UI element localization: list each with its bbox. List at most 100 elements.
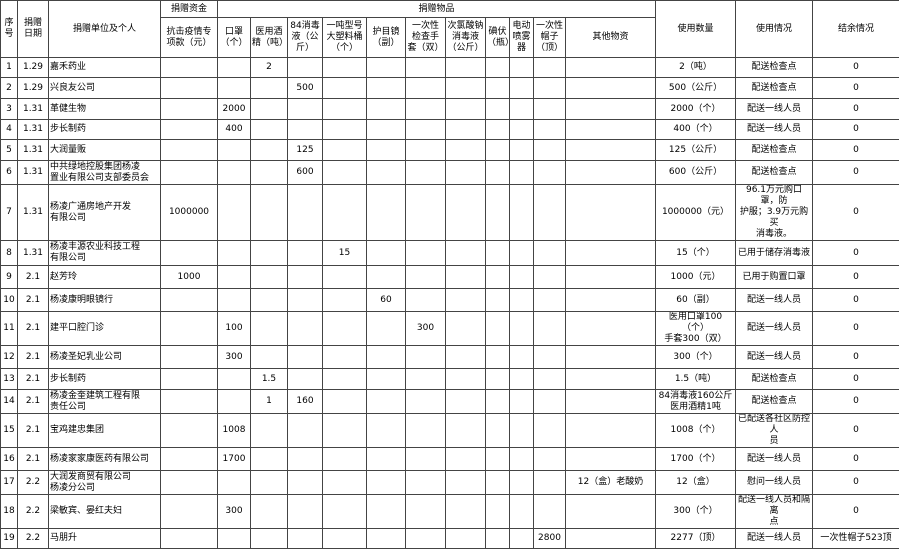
header-row-1: 序 号 捐赠 日期 捐赠单位及个人 捐赠资金 捐赠物品 使用数量 使用情况 结余… <box>1 1 899 18</box>
cell-iodine <box>486 99 510 120</box>
cell-other <box>566 495 656 529</box>
cell-date: 2.1 <box>18 390 49 414</box>
cell-sprayer <box>510 78 534 99</box>
cell-bucket <box>323 529 367 549</box>
cell-balance: 0 <box>813 78 899 99</box>
cell-mask <box>218 390 251 414</box>
cell-bucket <box>323 266 367 289</box>
cell-bucket <box>323 120 367 140</box>
cell-mask <box>218 161 251 185</box>
cell-other <box>566 390 656 414</box>
cell-fund <box>161 414 218 448</box>
cell-goggles <box>367 266 406 289</box>
cell-fund <box>161 58 218 78</box>
cell-usage-status: 配送一线人员 <box>736 346 813 369</box>
cell-cap <box>534 185 566 241</box>
cell-bucket <box>323 185 367 241</box>
cell-date: 2.1 <box>18 369 49 390</box>
cell-usage-qty: 400（个） <box>656 120 736 140</box>
cell-alcohol <box>251 266 288 289</box>
cell-usage-status: 配送一线人员 <box>736 289 813 312</box>
cell-cap <box>534 346 566 369</box>
cell-balance: 一次性帽子523顶 <box>813 529 899 549</box>
header-mask: 口罩 （个） <box>218 18 251 58</box>
cell-donor: 革健生物 <box>49 99 161 120</box>
cell-mask: 100 <box>218 312 251 346</box>
cell-goggles <box>367 448 406 471</box>
cell-mask: 300 <box>218 495 251 529</box>
cell-balance: 0 <box>813 448 899 471</box>
cell-alcohol <box>251 99 288 120</box>
cell-bucket <box>323 414 367 448</box>
cell-bucket <box>323 495 367 529</box>
cell-usage-qty: 125（公斤） <box>656 140 736 161</box>
cell-donor: 杨凌丰源农业科技工程 有限公司 <box>49 241 161 266</box>
cell-balance: 0 <box>813 495 899 529</box>
cell-sprayer <box>510 185 534 241</box>
cell-84 <box>288 471 323 495</box>
cell-fund <box>161 346 218 369</box>
cell-no: 12 <box>1 346 18 369</box>
cell-date: 1.31 <box>18 140 49 161</box>
cell-cap <box>534 289 566 312</box>
cell-balance: 0 <box>813 58 899 78</box>
cell-usage-qty: 1000（元） <box>656 266 736 289</box>
cell-iodine <box>486 369 510 390</box>
cell-sprayer <box>510 99 534 120</box>
cell-balance: 0 <box>813 312 899 346</box>
cell-goggles: 60 <box>367 289 406 312</box>
cell-gloves <box>406 346 446 369</box>
cell-no: 3 <box>1 99 18 120</box>
cell-iodine <box>486 312 510 346</box>
cell-usage-qty: 2277（顶） <box>656 529 736 549</box>
cell-mask <box>218 471 251 495</box>
cell-gloves <box>406 471 446 495</box>
cell-fund: 1000 <box>161 266 218 289</box>
cell-fund <box>161 99 218 120</box>
cell-mask <box>218 58 251 78</box>
cell-other <box>566 312 656 346</box>
cell-usage-qty: 600（公斤） <box>656 161 736 185</box>
cell-sprayer <box>510 369 534 390</box>
cell-iodine <box>486 289 510 312</box>
cell-84 <box>288 58 323 78</box>
cell-gloves <box>406 185 446 241</box>
cell-balance: 0 <box>813 346 899 369</box>
cell-usage-qty: 1000000（元） <box>656 185 736 241</box>
cell-usage-qty: 2（吨） <box>656 58 736 78</box>
cell-date: 2.2 <box>18 471 49 495</box>
cell-balance: 0 <box>813 390 899 414</box>
cell-usage-qty: 1700（个） <box>656 448 736 471</box>
cell-gloves <box>406 495 446 529</box>
cell-gloves <box>406 390 446 414</box>
cell-donor: 嘉禾药业 <box>49 58 161 78</box>
header-other: 其他物资 <box>566 18 656 58</box>
cell-other: 12（盒）老酸奶 <box>566 471 656 495</box>
cell-84: 125 <box>288 140 323 161</box>
cell-iodine <box>486 346 510 369</box>
cell-naclo <box>446 58 486 78</box>
cell-balance: 0 <box>813 120 899 140</box>
cell-naclo <box>446 312 486 346</box>
cell-goggles <box>367 390 406 414</box>
cell-84: 600 <box>288 161 323 185</box>
cell-donor: 杨凌广通房地产开发 有限公司 <box>49 185 161 241</box>
cell-alcohol <box>251 161 288 185</box>
cell-iodine <box>486 390 510 414</box>
cell-no: 11 <box>1 312 18 346</box>
cell-mask: 1008 <box>218 414 251 448</box>
cell-usage-qty: 12（盒） <box>656 471 736 495</box>
cell-goggles <box>367 140 406 161</box>
cell-usage-qty: 300（个） <box>656 495 736 529</box>
cell-naclo <box>446 99 486 120</box>
cell-balance: 0 <box>813 161 899 185</box>
cell-fund <box>161 390 218 414</box>
cell-usage-qty: 2000（个） <box>656 99 736 120</box>
cell-alcohol <box>251 140 288 161</box>
